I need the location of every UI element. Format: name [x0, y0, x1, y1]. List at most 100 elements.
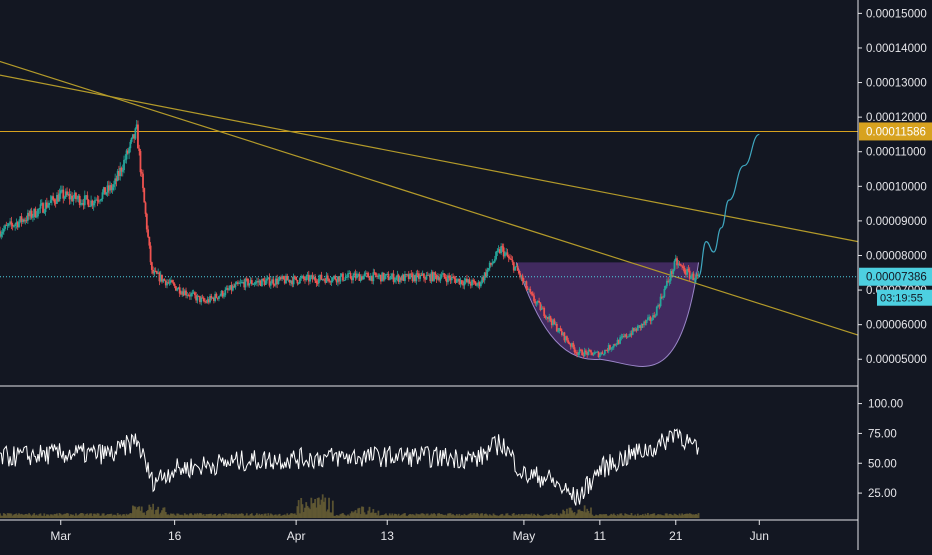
- candle: [571, 342, 573, 347]
- volume-bar: [153, 514, 156, 518]
- volume-bar: [131, 505, 134, 518]
- volume-bar: [45, 514, 48, 518]
- last-price-label[interactable]: 0.00007386: [859, 267, 932, 286]
- candle: [150, 262, 153, 270]
- candle: [509, 258, 511, 259]
- volume-bar: [105, 515, 108, 518]
- candle: [536, 300, 539, 303]
- volume-bar: [577, 509, 580, 518]
- volume-bar: [321, 494, 324, 518]
- volume-bar: [653, 513, 656, 518]
- volume-bar: [667, 515, 670, 518]
- candle: [299, 278, 301, 284]
- candle: [624, 334, 627, 337]
- volume-bar: [448, 513, 451, 518]
- volume-bar: [668, 513, 671, 518]
- candle: [605, 349, 608, 351]
- candle: [201, 297, 204, 299]
- candle: [249, 280, 252, 284]
- candle: [192, 292, 195, 294]
- candle: [629, 333, 632, 337]
- volume-bar: [663, 515, 666, 518]
- candle: [23, 219, 25, 222]
- volume-bar: [433, 513, 435, 518]
- volume-bar: [374, 512, 377, 518]
- candle: [221, 291, 224, 297]
- cup-pattern-curve[interactable]: [515, 262, 700, 367]
- candle: [515, 265, 518, 267]
- volume-bar: [426, 513, 429, 518]
- volume-bar: [528, 514, 530, 518]
- volume-bar: [371, 512, 373, 518]
- candle: [47, 205, 49, 208]
- volume-bar: [529, 514, 532, 518]
- trendline-2[interactable]: [0, 72, 859, 243]
- volume-bar: [235, 513, 238, 518]
- candle: [193, 292, 196, 296]
- rsi-axis[interactable]: 100.00 75.00 50.00 25.00: [858, 399, 903, 501]
- volume-bar: [2, 513, 5, 518]
- volume-bar: [126, 515, 129, 518]
- volume-bar: [40, 515, 43, 518]
- candle: [493, 259, 496, 262]
- volume-bar: [252, 515, 254, 518]
- candle: [634, 328, 637, 331]
- candle: [18, 221, 20, 228]
- candle: [54, 202, 57, 204]
- candle: [121, 170, 124, 172]
- time-axis[interactable]: Mar 16 Apr 13 May 11 21 Jun: [50, 520, 769, 543]
- candle: [39, 204, 42, 209]
- candle: [434, 272, 437, 276]
- volume-bar: [509, 515, 511, 518]
- volume-bar: [196, 513, 199, 518]
- candle: [96, 199, 99, 201]
- candle: [610, 348, 613, 350]
- candle: [305, 276, 308, 281]
- volume-bar: [48, 515, 51, 518]
- candle: [476, 284, 478, 286]
- candle: [622, 336, 625, 337]
- volume-bar: [633, 515, 635, 518]
- volume-bar: [678, 513, 681, 518]
- volume-bar: [240, 513, 243, 518]
- candle: [191, 292, 194, 294]
- volume-bar: [343, 514, 346, 518]
- volume-bar: [9, 513, 12, 518]
- projection-path[interactable]: [697, 133, 760, 277]
- candle: [601, 352, 604, 354]
- candle: [185, 290, 187, 296]
- candle: [118, 171, 120, 177]
- candle: [386, 273, 389, 275]
- candle: [486, 269, 489, 277]
- volume-bar: [210, 513, 213, 518]
- candle: [233, 286, 236, 288]
- horizontal-level-label[interactable]: 0.00011586: [859, 122, 932, 141]
- candle: [85, 195, 87, 197]
- candle: [2, 228, 5, 232]
- volume-bar: [115, 515, 118, 518]
- candle: [453, 277, 456, 280]
- candle: [630, 333, 633, 335]
- candle: [672, 269, 675, 275]
- volume-bar: [319, 504, 322, 518]
- price-tick-label: 0.00008000: [866, 250, 927, 262]
- cup-pattern-fill[interactable]: [516, 262, 699, 367]
- candle: [158, 272, 161, 282]
- candle: [59, 190, 62, 194]
- volume-bar: [421, 513, 424, 518]
- candle: [345, 277, 348, 278]
- candle: [606, 350, 609, 352]
- volume-bar: [7, 513, 10, 518]
- volume-bar: [290, 513, 292, 518]
- volume-bar: [395, 514, 397, 518]
- candle: [660, 296, 663, 298]
- price-axis[interactable]: 0.00015000 0.00014000 0.00013000 0.00012000…: [858, 8, 927, 366]
- volume-bar: [285, 515, 287, 518]
- trendline-1[interactable]: [0, 57, 859, 336]
- candle: [92, 203, 95, 206]
- volume-bar: [130, 513, 133, 518]
- candle: [555, 323, 558, 332]
- volume-bar: [106, 514, 109, 518]
